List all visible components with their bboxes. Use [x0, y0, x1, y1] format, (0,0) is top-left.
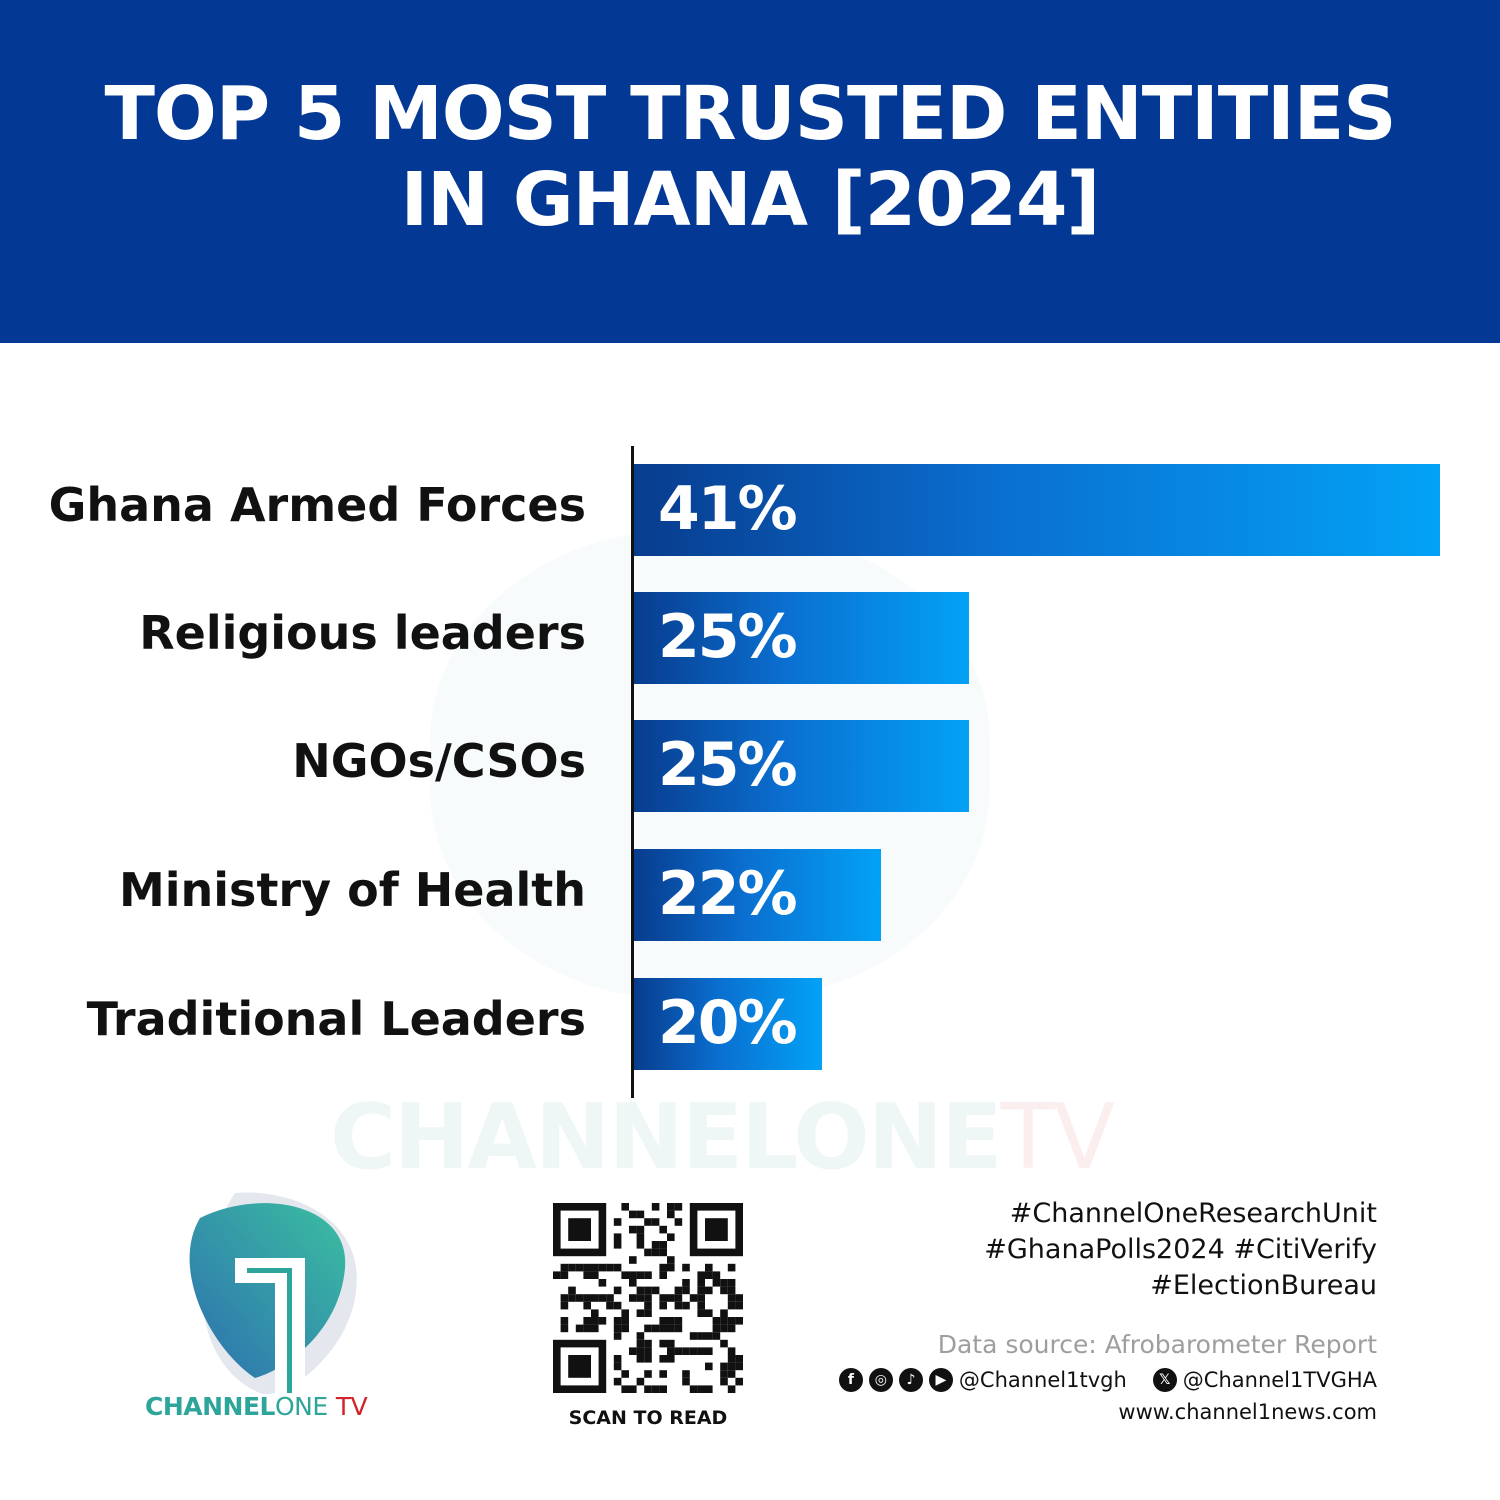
facebook-icon[interactable]: f: [838, 1368, 863, 1392]
handle-2[interactable]: @Channel1TVGHA: [1182, 1368, 1377, 1392]
header-banner: TOP 5 MOST TRUSTED ENTITIES IN GHANA [20…: [0, 0, 1500, 343]
handle-1[interactable]: @Channel1tvgh: [958, 1368, 1127, 1392]
category-label: NGOs/CSOs: [292, 734, 586, 788]
category-label: Religious leaders: [139, 606, 586, 660]
hashtag-line-1: #ChannelOneResearchUnit: [1009, 1198, 1377, 1229]
y-axis-line: [631, 446, 634, 1098]
tiktok-icon[interactable]: ♪: [898, 1368, 923, 1392]
bar: [634, 849, 881, 941]
watermark-text: CHANNELONETV: [330, 1085, 1116, 1190]
bar: [634, 978, 823, 1070]
logo-word-tv: TV: [335, 1392, 368, 1421]
bar: [634, 464, 1440, 556]
watermark-part1: CHANNELONE: [330, 1085, 1003, 1190]
category-label: Ghana Armed Forces: [48, 478, 586, 532]
bar-value-label: 20%: [658, 988, 798, 1058]
social-handles: f ◎ ♪ ▶ @Channel1tvgh 𝕏 @Channel1TVGHA: [838, 1368, 1377, 1392]
bar: [634, 720, 970, 812]
bar-value-label: 41%: [658, 474, 798, 544]
channel-one-logo-icon: [189, 1192, 357, 1398]
title-line-1: TOP 5 MOST TRUSTED ENTITIES: [104, 70, 1396, 157]
bar-value-label: 25%: [658, 730, 798, 800]
bar-value-label: 22%: [658, 859, 798, 929]
instagram-icon[interactable]: ◎: [868, 1368, 893, 1392]
hashtag-line-3: #ElectionBureau: [1150, 1270, 1377, 1301]
logo-word-channel: CHANNEL: [145, 1392, 275, 1421]
youtube-icon[interactable]: ▶: [928, 1368, 953, 1392]
logo-word-one: ONE: [274, 1392, 328, 1421]
qr-caption: SCAN TO READ: [568, 1407, 728, 1429]
data-source: Data source: Afrobarometer Report: [937, 1330, 1377, 1359]
hashtag-line-2: #GhanaPolls2024 #CitiVerify: [984, 1234, 1377, 1265]
category-label: Ministry of Health: [119, 863, 586, 917]
website-link[interactable]: www.channel1news.com: [1118, 1400, 1377, 1424]
bar-value-label: 25%: [658, 602, 798, 672]
qr-code[interactable]: [553, 1203, 743, 1393]
x-icon[interactable]: 𝕏: [1152, 1368, 1177, 1392]
logo-wordmark: CHANNELONE TV: [145, 1392, 368, 1421]
category-label: Traditional Leaders: [86, 992, 586, 1046]
bar: [634, 592, 970, 684]
title-line-2: IN GHANA [2024]: [400, 156, 1101, 243]
watermark-part2: TV: [1000, 1085, 1116, 1190]
